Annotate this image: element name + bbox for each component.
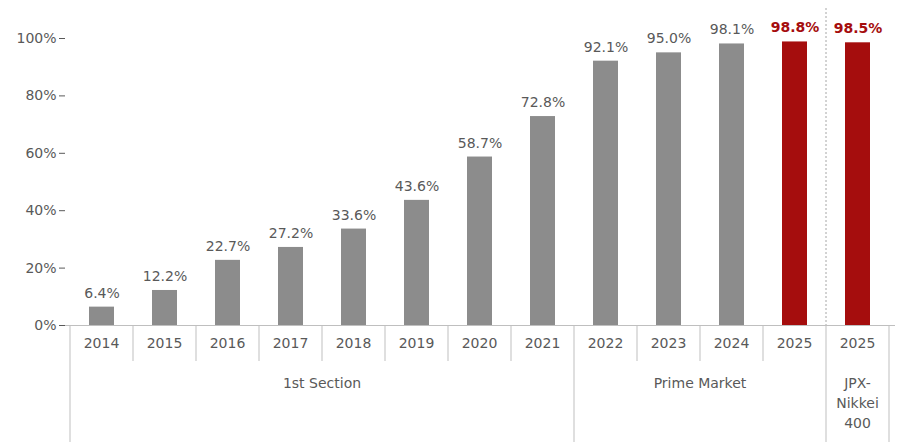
svg-text:400: 400 [844,415,871,431]
svg-text:2021: 2021 [525,335,561,351]
svg-text:Prime Market: Prime Market [654,375,747,391]
svg-text:95.0%: 95.0% [647,30,691,46]
svg-text:80%: 80% [25,87,56,103]
svg-text:1st Section: 1st Section [283,375,361,391]
svg-text:0%: 0% [34,317,56,333]
svg-text:6.4%: 6.4% [84,285,120,301]
svg-text:2015: 2015 [147,335,183,351]
svg-text:60%: 60% [25,145,56,161]
svg-text:98.8%: 98.8% [771,19,820,35]
svg-text:40%: 40% [25,202,56,218]
svg-text:2025: 2025 [840,335,876,351]
svg-text:92.1%: 92.1% [584,39,628,55]
svg-text:2023: 2023 [651,335,687,351]
svg-text:100%: 100% [16,30,56,46]
svg-text:22.7%: 22.7% [206,238,250,254]
svg-text:98.5%: 98.5% [834,20,883,36]
svg-text:JPX-: JPX- [843,375,871,391]
svg-text:2016: 2016 [210,335,246,351]
svg-text:2018: 2018 [336,335,372,351]
svg-text:Nikkei: Nikkei [836,395,879,411]
svg-text:33.6%: 33.6% [332,207,376,223]
svg-text:98.1%: 98.1% [710,21,754,37]
svg-text:2025: 2025 [777,335,813,351]
svg-text:58.7%: 58.7% [458,135,502,151]
svg-text:2017: 2017 [273,335,309,351]
svg-text:2024: 2024 [714,335,750,351]
svg-text:2022: 2022 [588,335,624,351]
svg-text:2014: 2014 [84,335,120,351]
svg-text:43.6%: 43.6% [395,178,439,194]
svg-text:2019: 2019 [399,335,435,351]
svg-text:72.8%: 72.8% [521,94,565,110]
svg-text:12.2%: 12.2% [143,268,187,284]
svg-text:27.2%: 27.2% [269,225,313,241]
svg-text:2020: 2020 [462,335,498,351]
svg-text:20%: 20% [25,260,56,276]
